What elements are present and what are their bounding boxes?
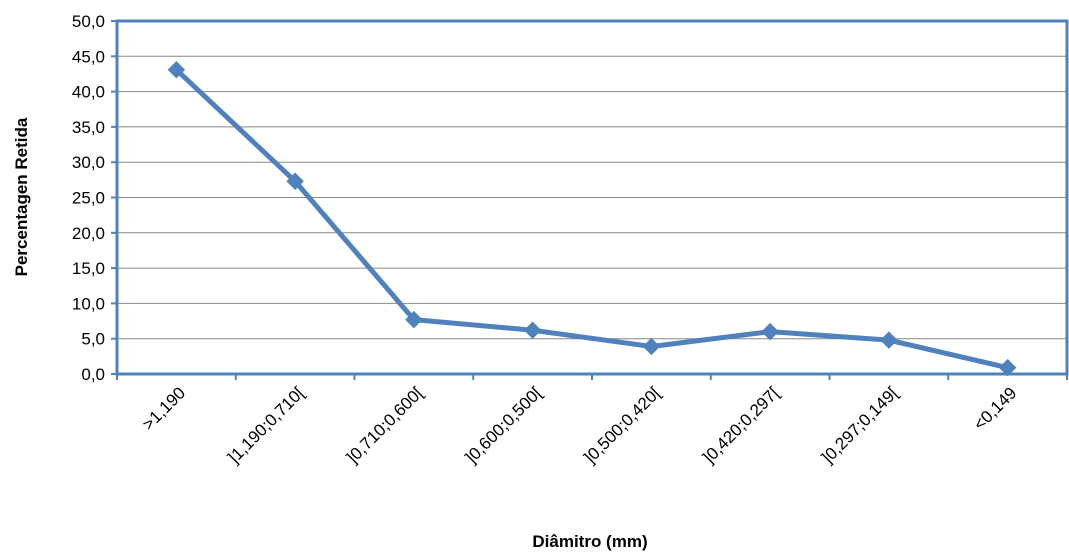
y-tick-label: 15,0 — [72, 259, 105, 278]
data-point-marker — [998, 358, 1017, 377]
gridlines — [117, 55, 1067, 340]
data-point-marker — [167, 61, 186, 79]
x-axis-title: Diâmitro (mm) — [532, 532, 647, 551]
y-axis-ticks: 0,0 5,0 10,0 15,0 20,0 25,0 30,0 35,0 40,0 45,0 50… — [72, 12, 117, 384]
data-point-marker — [523, 321, 542, 339]
x-tick-label: >1,190 — [139, 383, 190, 434]
data-point-marker — [761, 322, 779, 341]
y-tick-label: 45,0 — [72, 47, 105, 66]
y-tick-label: 30,0 — [72, 153, 105, 172]
y-axis-title: Percentagen Retida — [12, 117, 31, 276]
x-tick-label: ]0,500;0,420[ — [581, 383, 665, 467]
data-point-marker — [405, 310, 423, 329]
x-tick-label: ]0,297;0,149[ — [818, 383, 902, 467]
x-tick-label: ]0,710;0,600[ — [343, 383, 427, 467]
x-tick-label: ]0,600;0,500[ — [462, 383, 546, 467]
y-tick-label: 0,0 — [81, 365, 105, 384]
series-line — [173, 67, 1011, 371]
y-tick-label: 10,0 — [72, 294, 105, 313]
y-tick-label: 20,0 — [72, 224, 105, 243]
x-tick-label: ]0,420;0,297[ — [699, 383, 783, 467]
data-point-marker — [286, 172, 304, 190]
series-group — [167, 61, 1017, 377]
x-tick-label: ]1,190;0,710[ — [224, 383, 308, 467]
y-tick-label: 40,0 — [72, 83, 105, 102]
x-axis-ticks: >1,190 ]1,190;0,710[ ]0,710;0,600[ ]0,600;0… — [116, 374, 1068, 467]
data-point-marker — [642, 337, 661, 356]
data-point-marker — [880, 331, 898, 349]
y-tick-label: 25,0 — [72, 189, 105, 208]
y-tick-label: 5,0 — [81, 330, 105, 349]
x-tick-label: <0,149 — [970, 383, 1021, 434]
y-tick-label: 35,0 — [72, 118, 105, 137]
y-tick-label: 50,0 — [72, 12, 105, 31]
